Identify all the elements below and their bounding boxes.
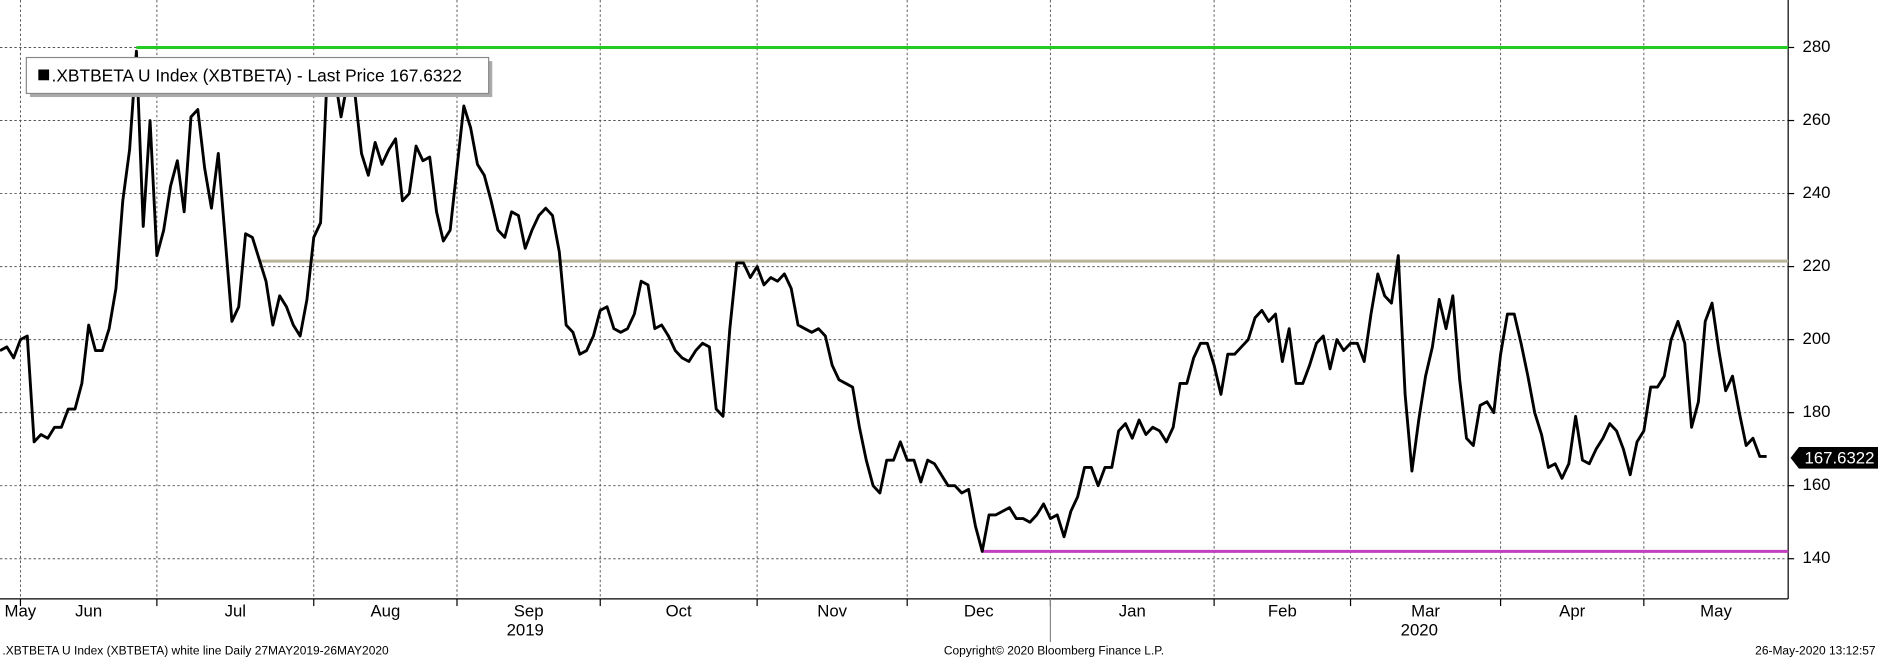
x-tick-label: Oct — [666, 601, 692, 620]
y-tick-label: 220 — [1803, 256, 1831, 275]
last-price-label: 167.6322 — [1805, 448, 1875, 467]
price-line — [0, 49, 1767, 553]
y-tick-label: 280 — [1803, 37, 1831, 56]
y-tick-label: 180 — [1803, 402, 1831, 421]
x-tick-label: Apr — [1559, 601, 1585, 620]
x-tick-label: May — [1700, 601, 1732, 620]
x-tick-label: May — [5, 601, 37, 620]
y-tick-label: 240 — [1803, 183, 1831, 202]
legend: .XBTBETA U Index (XBTBETA) - Last Price … — [25, 56, 493, 98]
x-tick-label: Jun — [75, 601, 102, 620]
x-tick-label: Jul — [225, 601, 246, 620]
legend-box — [25, 56, 490, 95]
x-tick-label: Nov — [817, 601, 847, 620]
footer-center: Copyright© 2020 Bloomberg Finance L.P. — [944, 644, 1164, 658]
y-tick-label: 140 — [1803, 548, 1831, 567]
legend-label: .XBTBETA U Index (XBTBETA) - Last Price … — [52, 65, 462, 85]
x-tick-label: Mar — [1411, 601, 1440, 620]
x-tick-label: Dec — [964, 601, 994, 620]
x-tick-label: Jan — [1119, 601, 1146, 620]
footer-left: .XBTBETA U Index (XBTBETA) white line Da… — [2, 644, 389, 658]
legend-swatch — [38, 69, 50, 81]
year-label: 2019 — [507, 621, 544, 640]
x-tick-label: Sep — [514, 601, 544, 620]
x-tick-label: Aug — [370, 601, 400, 620]
y-tick-label: 200 — [1803, 329, 1831, 348]
year-label: 2020 — [1401, 621, 1438, 640]
y-tick-label: 160 — [1803, 475, 1831, 494]
x-tick-label: Feb — [1268, 601, 1297, 620]
last-price-tag — [1790, 447, 1878, 469]
footer-right: 26-May-2020 13:12:57 — [1755, 644, 1876, 658]
y-tick-label: 260 — [1803, 110, 1831, 129]
